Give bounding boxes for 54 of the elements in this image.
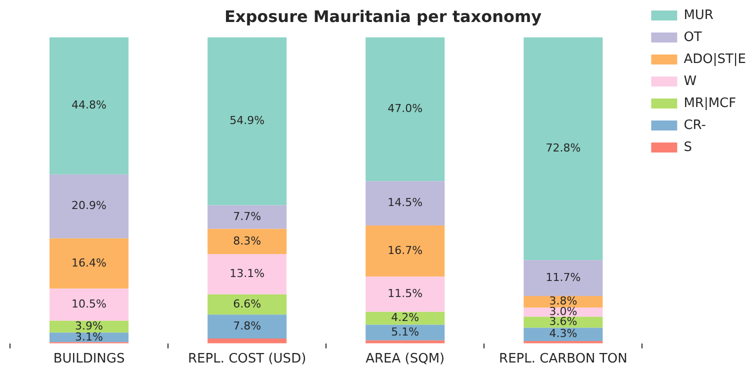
data-label: 54.9%	[230, 114, 265, 128]
data-label: 3.6%	[549, 315, 578, 328]
x-tick-label: REPL. COST (USD)	[188, 352, 306, 367]
bar	[366, 324, 445, 340]
bar	[208, 294, 287, 315]
chart-title: Exposure Mauritania per taxonomy	[224, 6, 542, 26]
data-label: 13.1%	[230, 267, 265, 280]
bar	[366, 226, 445, 277]
legend-label: CR-	[684, 118, 706, 133]
legend-label: MUR	[684, 8, 714, 23]
data-label: 11.5%	[388, 287, 423, 300]
data-label: 3.1%	[75, 330, 103, 344]
data-label: 44.8%	[72, 98, 106, 112]
bar	[524, 260, 603, 296]
bar	[50, 238, 129, 289]
bar	[524, 37, 603, 260]
data-label: 4.3%	[549, 327, 578, 340]
bar	[50, 174, 129, 238]
bar	[50, 288, 129, 321]
x-tick-label: BUILDINGS	[53, 352, 125, 367]
x-tick-label: AREA (SQM)	[366, 352, 445, 367]
bar	[208, 254, 287, 294]
bar	[50, 37, 129, 174]
data-label: 72.8%	[546, 142, 581, 155]
bar	[366, 276, 445, 312]
bar	[208, 205, 287, 229]
bar	[524, 308, 603, 317]
legend-label: W	[684, 74, 697, 89]
data-label: 5.1%	[391, 325, 420, 338]
bar	[208, 37, 287, 206]
data-label: 20.9%	[72, 199, 106, 212]
data-label: 3.8%	[549, 294, 578, 308]
data-label: 16.4%	[72, 256, 106, 270]
bar	[366, 181, 445, 226]
data-label: 16.7%	[388, 244, 423, 257]
x-tick-label: REPL. CARBON TON	[499, 352, 628, 367]
bar	[208, 228, 287, 254]
data-label: 4.2%	[391, 311, 420, 324]
legend-label: S	[684, 140, 692, 155]
legend-label: ADO|ST|E	[684, 52, 746, 67]
bar	[208, 338, 287, 344]
data-label: 11.7%	[546, 270, 581, 284]
data-label: 47.0%	[388, 102, 423, 116]
bar	[208, 314, 287, 338]
data-label: 8.3%	[233, 234, 262, 248]
data-label: 14.5%	[388, 196, 423, 210]
bar	[366, 37, 445, 182]
data-label: 3.9%	[75, 320, 103, 333]
legend-label: OT	[684, 30, 702, 45]
legend-label: MR|MCF	[684, 96, 736, 111]
data-label: 7.7%	[233, 210, 262, 223]
data-label: 6.6%	[233, 297, 262, 310]
data-label: 10.5%	[72, 298, 106, 311]
data-label: 7.8%	[233, 319, 262, 332]
